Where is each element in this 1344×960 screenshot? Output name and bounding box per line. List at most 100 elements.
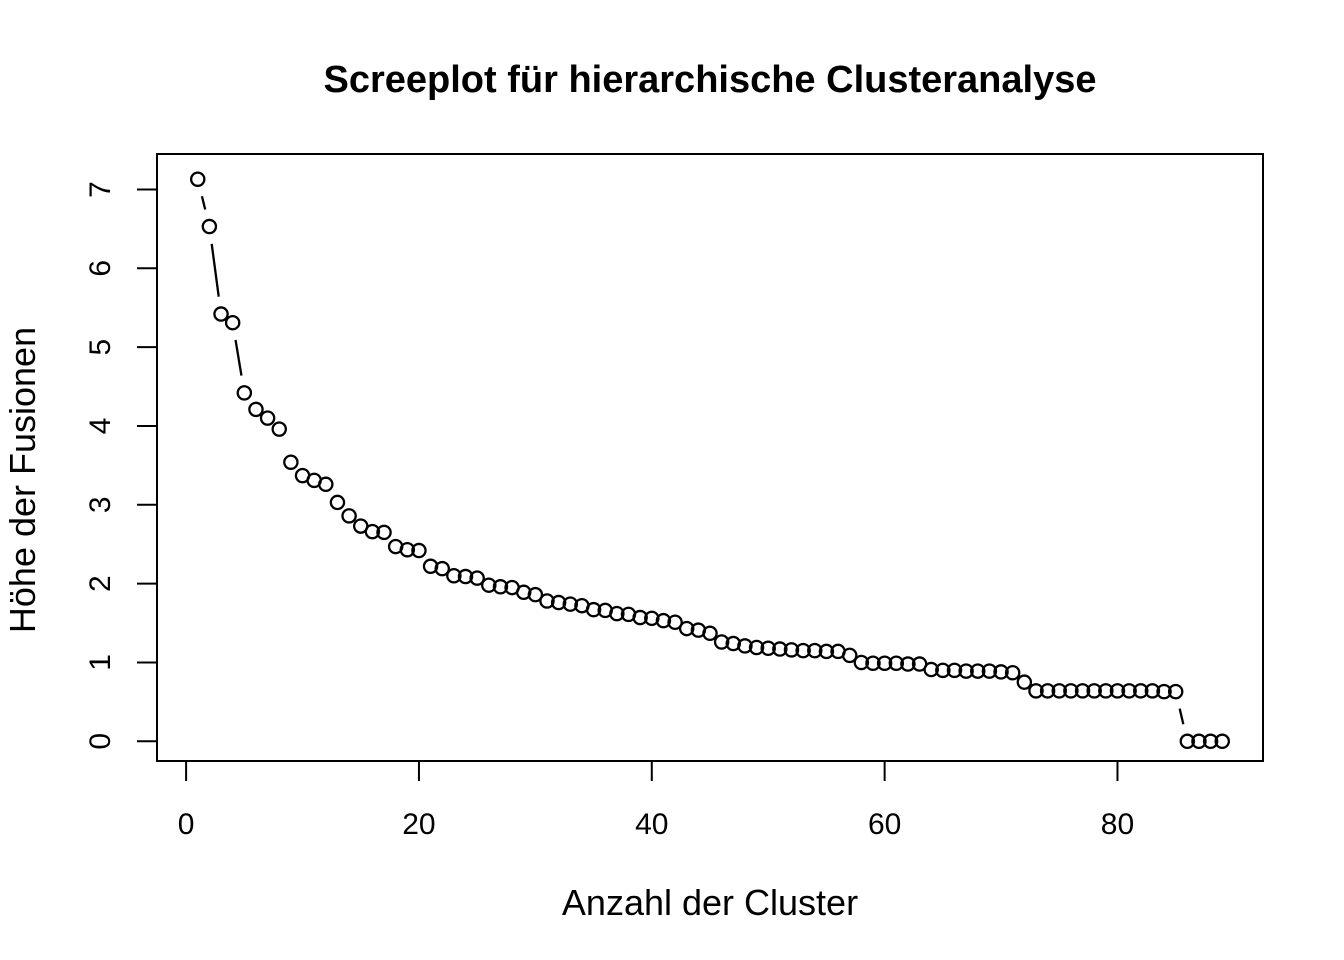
data-point — [655, 612, 672, 629]
data-point — [1167, 683, 1184, 700]
plot-box — [156, 153, 1264, 762]
data-point — [434, 560, 450, 577]
data-point — [550, 594, 567, 611]
data-point — [1202, 733, 1219, 750]
data-point — [1016, 674, 1033, 690]
data-point — [748, 639, 765, 656]
y-tick-label: 7 — [84, 181, 117, 198]
data-point — [818, 643, 835, 660]
chart-title: Screeplot für hierarchische Clusteranaly… — [324, 59, 1097, 101]
y-tick-label: 6 — [84, 260, 117, 277]
data-point — [876, 655, 893, 671]
data-point — [760, 640, 776, 657]
y-tick-label: 3 — [84, 496, 117, 513]
x-tick-label: 20 — [402, 808, 435, 841]
data-point — [283, 454, 299, 470]
data-point — [201, 218, 218, 235]
data-point — [1121, 683, 1137, 699]
data-point — [1051, 683, 1068, 699]
data-point — [1086, 683, 1102, 699]
data-point — [1028, 683, 1044, 699]
data-point — [376, 524, 392, 541]
data-point — [946, 662, 963, 679]
data-point — [958, 663, 974, 679]
x-axis: 0 20 40 60 80 — [178, 761, 1134, 841]
data-point — [1156, 683, 1172, 700]
data-point — [364, 523, 381, 540]
data-point — [585, 601, 602, 618]
connector-segment — [234, 339, 243, 376]
y-tick-label: 1 — [84, 654, 117, 671]
data-point — [527, 586, 544, 603]
data-point — [853, 654, 870, 671]
data-point — [970, 663, 986, 679]
data-point — [259, 410, 276, 426]
data-point — [492, 579, 509, 595]
data-point — [783, 642, 800, 658]
x-tick-label: 0 — [178, 808, 195, 841]
data-point — [1109, 683, 1126, 699]
data-point — [457, 568, 474, 585]
connector-segment — [210, 243, 220, 297]
data-point — [888, 655, 905, 671]
data-point — [841, 647, 858, 664]
data-point — [341, 508, 357, 524]
x-tick-label: 80 — [1101, 808, 1134, 841]
data-point — [1144, 683, 1161, 699]
data-point — [1004, 664, 1021, 681]
data-point — [1074, 683, 1091, 699]
data-point — [632, 609, 648, 626]
data-point — [318, 476, 334, 493]
connector-segment — [1178, 708, 1185, 725]
connector-segments — [200, 195, 1185, 725]
data-point — [702, 625, 718, 642]
data-points — [189, 171, 1231, 750]
data-point — [1179, 733, 1196, 750]
data-point — [609, 605, 625, 622]
data-point — [865, 655, 881, 671]
x-tick-label: 40 — [635, 808, 668, 841]
data-point — [248, 401, 264, 418]
data-point — [329, 494, 346, 511]
data-point — [713, 634, 730, 650]
data-point — [993, 664, 1009, 680]
data-point — [1039, 683, 1056, 699]
data-point — [481, 577, 497, 593]
data-point — [737, 638, 753, 654]
data-point — [807, 642, 823, 659]
data-point — [224, 314, 241, 331]
data-point — [1098, 683, 1114, 699]
data-point — [772, 641, 788, 657]
data-point — [411, 542, 427, 559]
y-tick-label: 2 — [84, 575, 117, 592]
data-point — [795, 642, 811, 659]
data-point — [446, 567, 462, 584]
data-point — [678, 620, 695, 637]
data-point — [667, 614, 683, 631]
data-point — [935, 662, 951, 679]
x-axis-label: Anzahl der Cluster — [562, 882, 858, 923]
data-point — [399, 541, 416, 558]
data-point — [923, 661, 939, 678]
data-point — [1191, 733, 1207, 750]
data-point — [1214, 733, 1231, 750]
data-point — [1063, 683, 1079, 699]
data-point — [213, 306, 229, 322]
y-tick-label: 5 — [84, 339, 117, 356]
data-point — [469, 570, 485, 586]
data-point — [1133, 683, 1149, 699]
connector-segment — [200, 195, 207, 210]
data-point — [189, 171, 206, 187]
data-point — [981, 663, 998, 679]
data-point — [236, 385, 253, 401]
x-tick-label: 60 — [868, 808, 901, 841]
y-tick-label: 0 — [84, 733, 117, 750]
y-axis-label: Höhe der Fusionen — [2, 327, 43, 633]
y-tick-label: 4 — [84, 418, 117, 435]
data-point — [271, 421, 287, 437]
data-point — [900, 656, 916, 672]
data-point — [539, 593, 555, 609]
y-axis: 0 1 2 3 4 5 6 7 — [84, 181, 157, 750]
